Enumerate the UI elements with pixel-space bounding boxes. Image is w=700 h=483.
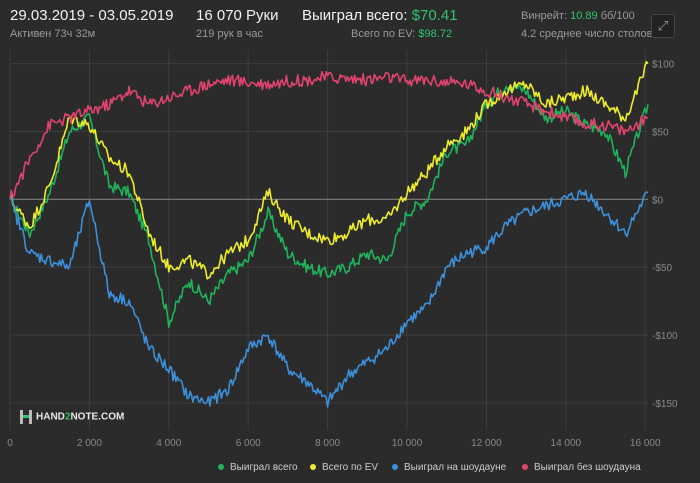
expand-icon: ⤢ [657, 18, 669, 33]
won-total-value: $70.41 [411, 7, 458, 24]
legend-item-ev[interactable]: Всего по EV [310, 462, 378, 473]
date-range: 29.03.2019 - 03.05.2019 [10, 7, 174, 24]
chart-lines [9, 60, 649, 408]
ev-total: Всего по EV: $98.72 [351, 28, 452, 40]
series-line-showdown [9, 189, 649, 408]
won-total: Выиграл всего: $70.41 [302, 7, 458, 24]
hands-per-hour: 219 рук в час [196, 28, 264, 40]
hand2note-logo: HAND2NOTE.COM [20, 410, 124, 424]
x-tick-label: 14 000 [551, 438, 582, 449]
winrate-label: Винрейт: [521, 10, 568, 22]
ev-total-value: $98.72 [418, 28, 453, 40]
winrate: Винрейт: 10.89 бб/100 [521, 10, 635, 22]
x-tick-label: 12 000 [471, 438, 502, 449]
legend-item-showdown[interactable]: Выиграл на шоудауне [392, 462, 506, 473]
x-tick-label: 2 000 [77, 438, 102, 449]
x-tick-label: 16 000 [630, 438, 661, 449]
x-tick-label: 0 [7, 438, 13, 449]
x-tick-label: 6 000 [236, 438, 261, 449]
chart-legend: Выиграл всего Всего по EV Выиграл на шоу… [0, 462, 700, 478]
stats-header: 29.03.2019 - 03.05.2019 Активен 73ч 32м … [0, 0, 700, 48]
legend-dot-icon [310, 464, 316, 471]
legend-item-won-total[interactable]: Выиграл всего [218, 462, 298, 473]
series-line-ev [9, 60, 649, 280]
x-tick-label: 10 000 [392, 438, 423, 449]
legend-dot-icon [522, 464, 528, 471]
x-tick-label: 8 000 [315, 438, 340, 449]
y-tick-label: $50 [652, 127, 669, 138]
y-tick-label: -$150 [652, 399, 678, 410]
chart-axes: 0 2 000 4 000 6 000 8 000 10 000 12 000 14 000 1… [7, 60, 678, 449]
y-tick-label: -$50 [652, 263, 672, 274]
winrate-value: 10.89 [570, 10, 598, 22]
series-line-won-total [9, 82, 649, 328]
legend-dot-icon [218, 464, 224, 471]
winrate-unit: бб/100 [600, 10, 635, 22]
y-tick-label: $100 [652, 60, 675, 71]
hands-count: 16 070 Руки [196, 7, 279, 24]
legend-item-non-showdown[interactable]: Выиграл без шоудауна [522, 462, 641, 473]
tables-average: 4.2 среднее число столов [521, 28, 653, 40]
hand2note-logo-icon [20, 410, 32, 424]
series-line-non-showdown [9, 70, 649, 200]
expand-button[interactable]: ⤢ [651, 14, 675, 38]
active-time: Активен 73ч 32м [10, 28, 96, 40]
legend-dot-icon [392, 464, 398, 471]
x-tick-label: 4 000 [156, 438, 181, 449]
ev-total-label: Всего по EV: [351, 28, 416, 40]
won-total-label: Выиграл всего: [302, 7, 408, 24]
y-tick-label: -$100 [652, 331, 678, 342]
y-tick-label: $0 [652, 195, 664, 206]
